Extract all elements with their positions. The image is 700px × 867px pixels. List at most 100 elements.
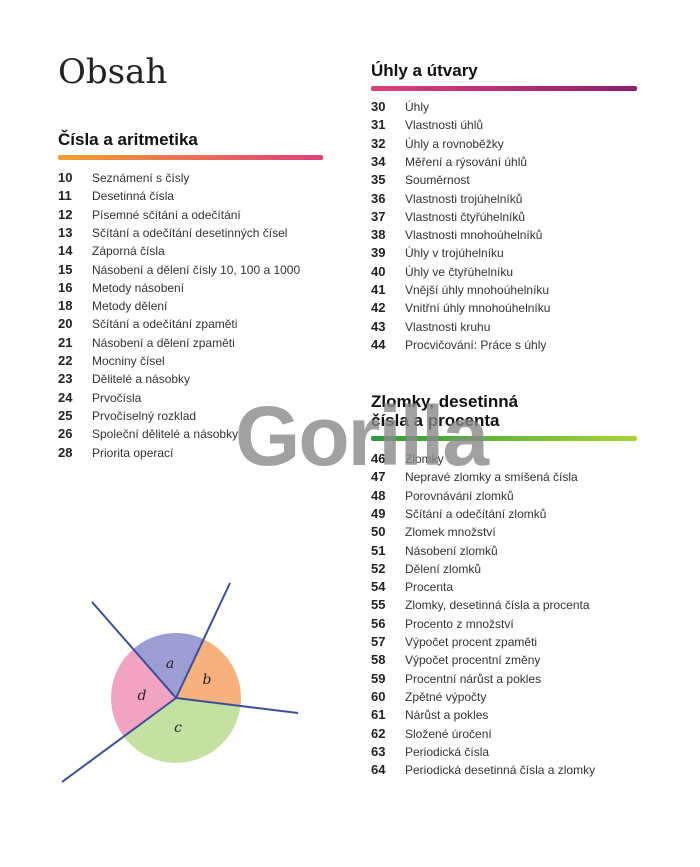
entry-title: Vlastnosti trojúhelníků — [405, 191, 523, 206]
page-number: 43 — [371, 318, 386, 334]
page-number: 13 — [58, 224, 73, 240]
sector — [133, 633, 204, 698]
entry-title: Vlastnosti mnohoúhelníků — [405, 228, 543, 243]
sector — [123, 698, 241, 763]
entry-title: Porovnávání zlomků — [405, 488, 514, 503]
entry-title: Periodická desetinná čísla a zlomky — [405, 763, 596, 778]
entry-title: Procento z množství — [405, 616, 514, 631]
page-number: 18 — [58, 298, 73, 314]
entry-title: Seznámení s čísly — [92, 171, 190, 185]
entry-title: Výpočet procentní změny — [405, 653, 541, 668]
entry-title: Vlastnosti úhlů — [405, 118, 484, 133]
section-bar — [58, 155, 323, 160]
entry-title: Periodická čísla — [405, 744, 490, 759]
entry-title: Dělení zlomků — [405, 561, 482, 576]
sector — [176, 639, 241, 706]
entry-title: Vnější úhly mnohoúhelníku — [405, 283, 550, 297]
entry-title: Nárůst a pokles — [405, 708, 489, 723]
section-heading: Čísla a aritmetika — [58, 130, 198, 149]
page-number: 16 — [58, 279, 73, 295]
page-number: 11 — [58, 188, 72, 204]
label: b — [203, 672, 212, 688]
page-number: 25 — [58, 407, 73, 423]
entry-title: Nepravé zlomky a smíšená čísla — [405, 470, 578, 485]
page-number: 37 — [371, 208, 386, 224]
entry-title: Prvočíselný rozklad — [92, 408, 197, 423]
page-number: 42 — [371, 300, 386, 316]
lines — [61, 582, 299, 783]
entry-title: Úhly a rovnoběžky — [405, 136, 504, 151]
section-bar — [371, 436, 637, 441]
entry-title: Zlomky — [405, 452, 444, 466]
section-heading: Úhly a útvary — [371, 61, 478, 80]
page-number: 59 — [371, 670, 386, 686]
page-number: 41 — [371, 282, 386, 297]
page-title: Obsah — [58, 52, 168, 92]
entry-title: Úhly v trojúhelníku — [405, 246, 504, 261]
page-number: 47 — [371, 469, 386, 485]
page-number: 63 — [371, 743, 386, 759]
entry-title: Úhly ve čtyřúhelníku — [405, 264, 514, 279]
entry-title: Souměrnost — [405, 173, 470, 188]
page-number: 26 — [58, 426, 73, 442]
section-heading: čísla a procenta — [371, 411, 500, 430]
entry-title: Procvičování: Práce s úhly — [405, 337, 547, 352]
page-number: 22 — [58, 353, 73, 368]
entry-title: Vlastnosti čtyřúhelníků — [405, 209, 526, 224]
page-number: 61 — [371, 707, 386, 723]
label: a — [166, 656, 174, 672]
entry-title: Násobení a dělení zpaměti — [92, 335, 235, 350]
page-number: 34 — [371, 153, 386, 169]
page-number: 21 — [58, 334, 73, 350]
page-number: 31 — [371, 117, 386, 133]
section-heading: Zlomky, desetinná — [371, 392, 519, 411]
page-number: 15 — [58, 261, 73, 277]
page-number: 49 — [371, 505, 386, 521]
page-number: 40 — [371, 263, 386, 279]
page-number: 10 — [58, 170, 73, 185]
page-number: 60 — [371, 688, 386, 704]
entry-title: Desetinná čísla — [92, 189, 175, 204]
page-number: 51 — [371, 542, 386, 558]
entry-title: Složené úročení — [405, 726, 492, 741]
label: d — [138, 688, 147, 704]
entry-title: Měření a rýsování úhlů — [405, 154, 528, 169]
entry-title: Dělitelé a násobky — [92, 372, 191, 387]
page-number: 52 — [371, 560, 386, 576]
page-number: 35 — [371, 172, 386, 188]
entry-title: Násobení a dělení čísly 10, 100 a 1000 — [92, 262, 301, 277]
entry-title: Sčítání a odečítání desetinných čísel — [92, 225, 288, 240]
page-number: 46 — [371, 451, 386, 466]
label: c — [174, 720, 182, 736]
entry-title: Výpočet procent zpaměti — [405, 635, 538, 649]
entry-title: Sčítání a odečítání zpaměti — [92, 317, 238, 332]
page-number: 36 — [371, 190, 386, 206]
page-number: 30 — [371, 99, 386, 114]
diagram: a b c d — [61, 582, 299, 783]
entry-title: Úhly — [405, 100, 430, 114]
entry-title: Metody dělení — [92, 299, 168, 314]
page-number: 28 — [58, 444, 73, 460]
page-number: 24 — [58, 389, 73, 405]
page-number: 20 — [58, 316, 73, 332]
entry-title: Zpětné výpočty — [405, 689, 487, 704]
watermark: Gorilla — [235, 389, 489, 483]
entry-title: Vlastnosti kruhu — [405, 319, 491, 334]
entry-title: Priorita operací — [92, 445, 174, 460]
entry-title: Metody násobení — [92, 280, 185, 295]
page-number: 38 — [371, 227, 386, 243]
entry-title: Násobení zlomků — [405, 543, 498, 558]
entry-title: Sčítání a odečítání zlomků — [405, 506, 547, 521]
page-number: 32 — [371, 135, 386, 151]
entry-title: Vnitřní úhly mnohoúhelníku — [405, 301, 551, 316]
page-number: 54 — [371, 579, 386, 595]
entry-title: Mocniny čísel — [92, 354, 165, 368]
page-number: 23 — [58, 371, 73, 387]
entry-title: Společní dělitelé a násobky — [92, 427, 239, 442]
page-number: 58 — [371, 652, 386, 668]
page-number: 56 — [371, 615, 386, 631]
section-bar — [371, 86, 637, 91]
page-number: 12 — [58, 206, 73, 222]
page-number: 48 — [371, 487, 386, 503]
